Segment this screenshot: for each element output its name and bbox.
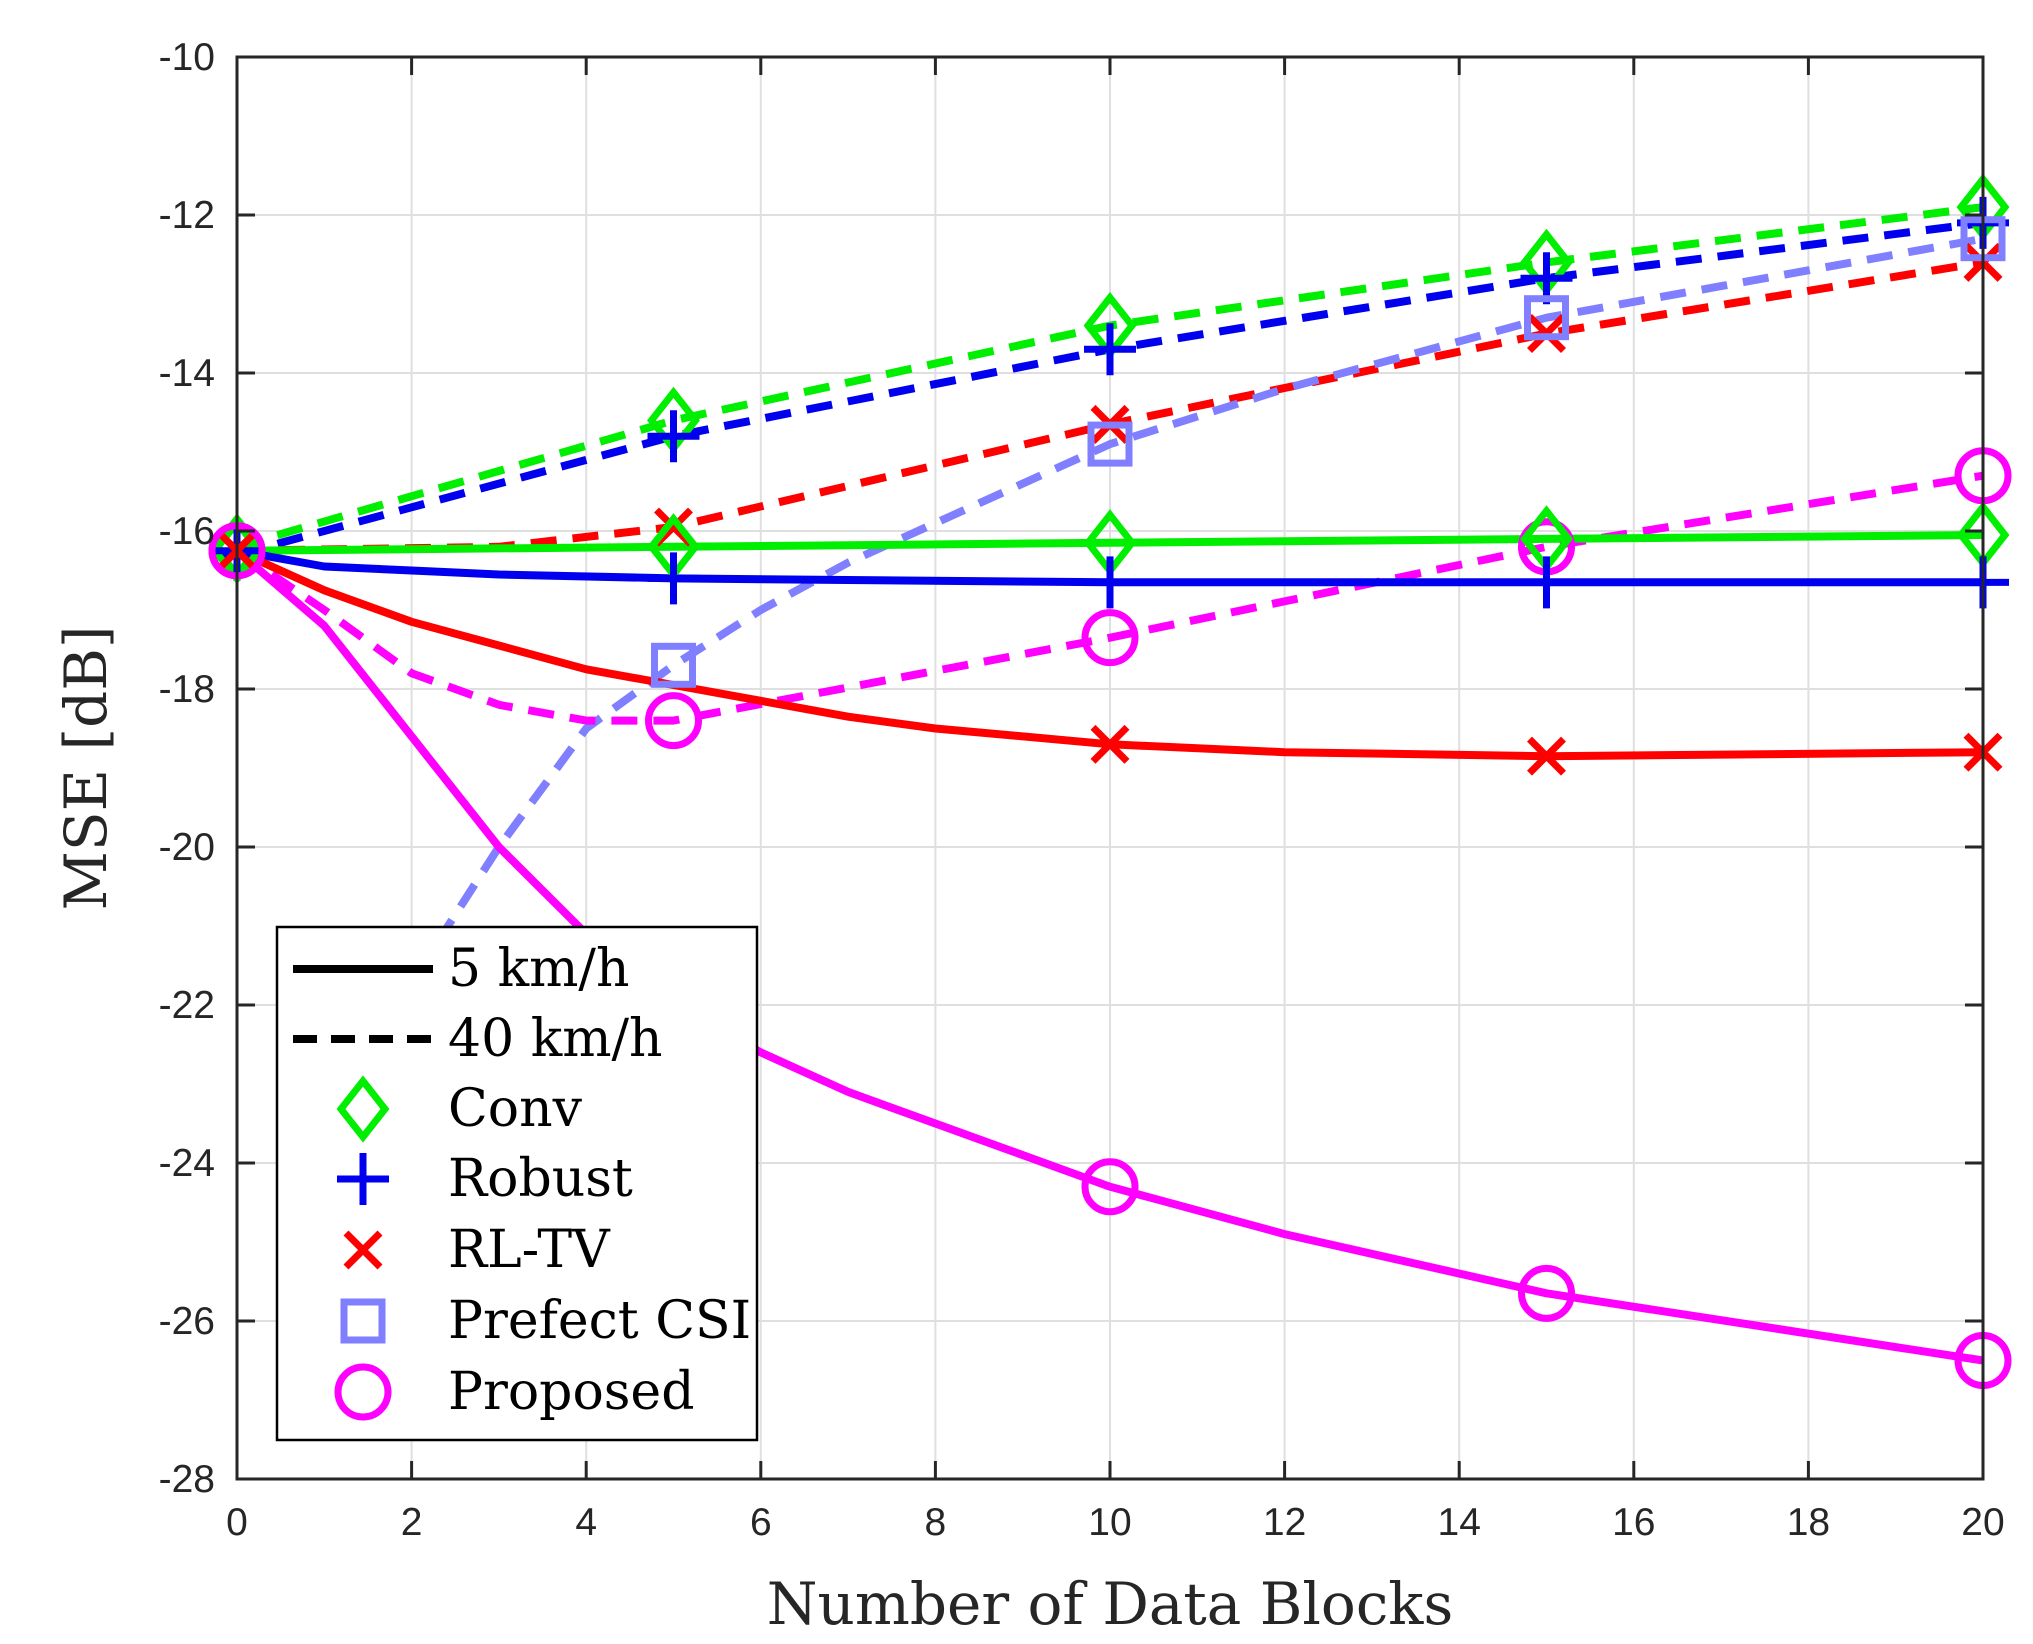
legend-marker-conv	[336, 1075, 390, 1143]
y-tick-label-24: -24	[159, 1142, 215, 1185]
marker-robust-40-km-h-x10	[1084, 323, 1136, 376]
marker-prefect-csi-40-km-h-x5	[651, 642, 696, 688]
marker-rl-tv-5-km-h-x15	[1527, 736, 1566, 776]
marker-proposed-5-km-h-x10	[1081, 1158, 1139, 1216]
x-tick-label-12: 12	[1263, 1501, 1306, 1544]
y-tick-label-14: -14	[159, 352, 215, 395]
axes-ticks	[235, 55, 1985, 1481]
legend-markers	[334, 1075, 392, 1421]
marker-rl-tv-5-km-h-x10-b	[1090, 724, 1130, 764]
marker-robust-5-km-h-x10	[1084, 556, 1136, 609]
legend-box	[275, 925, 759, 1442]
x-tick-label-8: 8	[925, 1501, 947, 1544]
x-tick-label-16: 16	[1612, 1501, 1655, 1544]
x-axis-title: Number of Data Blocks	[767, 1570, 1453, 1638]
series-line-conv-5-km-h	[236, 531, 1984, 555]
marker-rl-tv-5-km-h-x10	[1090, 724, 1130, 764]
legend-marker-proposed	[334, 1363, 392, 1421]
legend-label-prefect-csi: Prefect CSI	[448, 1291, 751, 1351]
marker-prefect-csi-40-km-h-x15	[1524, 295, 1569, 341]
marker-robust-5-km-h-x15	[1520, 556, 1573, 609]
legend-label-robust: Robust	[448, 1149, 633, 1209]
marker-proposed-40-km-h-x5	[645, 692, 702, 750]
y-tick-label-26: -26	[159, 1300, 215, 1343]
legend-label-conv: Conv	[448, 1079, 583, 1139]
legend-marker-rl-tv-b	[343, 1230, 383, 1270]
series-line-proposed-40-km-h	[234, 471, 1984, 725]
legend-marker-rl-tv	[343, 1230, 383, 1270]
series-line-prefect-csi-40-km-h	[434, 234, 1984, 944]
y-axis-title: MSE [dB]	[52, 626, 120, 911]
x-tick-label-0: 0	[226, 1501, 248, 1544]
legend-label-40kmh: 40 km/h	[448, 1009, 663, 1069]
x-tick-label-10: 10	[1088, 1501, 1131, 1544]
series-lines	[234, 203, 1984, 1365]
series-line-proposed-5-km-h	[234, 547, 1984, 1365]
legend-marker-robust	[337, 1153, 389, 1205]
x-tick-label-2: 2	[401, 1501, 423, 1544]
x-tick-label-6: 6	[750, 1501, 772, 1544]
marker-prefect-csi-40-km-h-x10	[1087, 421, 1133, 467]
legend-marker-prefect-csi	[340, 1298, 386, 1344]
marker-robust-40-km-h-x5	[647, 410, 700, 463]
marker-rl-tv-5-km-h-x15-b	[1527, 736, 1566, 776]
marker-robust-5-km-h-x5	[647, 552, 700, 605]
legend-label-proposed: Proposed	[448, 1362, 695, 1422]
marker-proposed-40-km-h-x10	[1081, 609, 1139, 667]
x-tick-label-4: 4	[575, 1501, 597, 1544]
y-tick-label-18: -18	[159, 668, 215, 711]
legend: 5 km/h 40 km/h Conv Robust RL-TV Prefect…	[275, 925, 759, 1442]
tick-labels: 0 2 4 6 8 10 12 14 16 18 20 -10 -12 -14 -16 -18 -20 -22 -2…	[159, 36, 2005, 1544]
legend-label-rl-tv: RL-TV	[448, 1220, 611, 1280]
series-line-robust-5-km-h	[236, 546, 1983, 587]
x-tick-label-20: 20	[1961, 1501, 2004, 1544]
y-tick-label-12: -12	[159, 194, 215, 237]
series-line-rl-tv-5-km-h	[235, 547, 1984, 761]
y-tick-label-20: -20	[159, 826, 215, 869]
legend-label-5kmh: 5 km/h	[448, 939, 629, 999]
y-tick-label-28: -28	[159, 1458, 215, 1501]
y-tick-label-10: -10	[159, 36, 215, 79]
y-tick-label-22: -22	[159, 984, 215, 1027]
x-tick-label-18: 18	[1787, 1501, 1830, 1544]
x-tick-label-14: 14	[1438, 1501, 1481, 1544]
marker-proposed-5-km-h-x15	[1518, 1264, 1575, 1322]
y-tick-label-16: -16	[159, 510, 215, 553]
